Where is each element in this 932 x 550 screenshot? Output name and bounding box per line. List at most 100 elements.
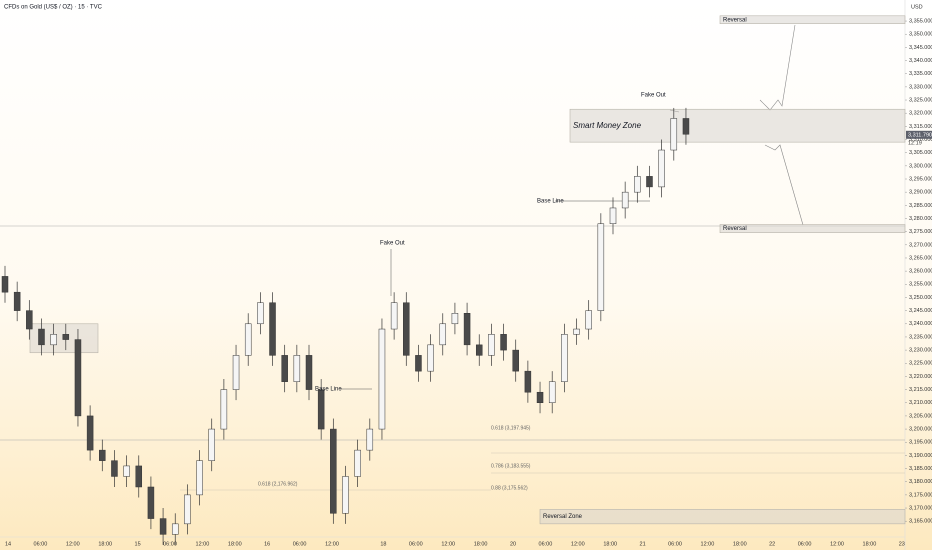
x-tick-label: 06:00 — [34, 541, 48, 547]
candle-body — [342, 476, 349, 514]
y-tick-label: 3,175.000 — [909, 492, 932, 498]
y-tick-label: 3,350.000 — [909, 32, 932, 38]
y-tick-label: 3,255.000 — [909, 282, 932, 288]
x-tick-label: 12:00 — [701, 541, 715, 547]
annotation: Fake Out — [641, 93, 666, 99]
candle-body — [524, 370, 532, 393]
x-tick-label: 18:00 — [603, 541, 617, 547]
x-tick-label: 18:00 — [863, 541, 877, 547]
x-tick-label: 18:00 — [474, 541, 488, 547]
candle-body — [427, 344, 434, 372]
x-tick-label: 14 — [5, 541, 11, 547]
candle-body — [548, 381, 556, 403]
x-tick-label: 18 — [380, 541, 386, 547]
x-tick-label: 12:00 — [830, 541, 844, 547]
projection-down — [764, 144, 804, 226]
y-tick-label: 3,320.000 — [909, 111, 932, 117]
x-tick-label: 15 — [135, 541, 141, 547]
candle-body — [293, 355, 301, 382]
candle-body — [585, 310, 592, 330]
zone — [569, 108, 906, 143]
candle-body — [475, 344, 483, 356]
candle-body — [135, 465, 143, 488]
candle-body — [220, 389, 228, 430]
fib-label: 0.618 (3,197.945) — [491, 425, 531, 431]
annotation: Fake Out — [380, 241, 405, 247]
candle-body — [463, 313, 471, 346]
y-tick-label: 3,210.000 — [909, 400, 932, 406]
y-tick-label: 3,185.000 — [909, 466, 932, 472]
price-badge — [906, 130, 932, 139]
x-tick-label: 06:00 — [163, 541, 177, 547]
x-tick-label: 12:00 — [66, 541, 80, 547]
candle-body — [232, 355, 240, 390]
y-tick-label: 3,190.000 — [909, 453, 932, 459]
candle-body — [366, 428, 374, 451]
y-tick-label: 3,355.000 — [909, 19, 932, 25]
x-tick-label: 12:00 — [196, 541, 210, 547]
candle-body — [269, 302, 276, 356]
candle-body — [123, 465, 130, 477]
candle-body — [99, 449, 106, 461]
annotation: Base Line — [537, 199, 564, 205]
y-tick-label: 3,195.000 — [909, 440, 932, 446]
candle-body — [621, 191, 629, 209]
x-tick-label: 22 — [769, 541, 775, 547]
x-tick-label: 23 — [899, 541, 905, 547]
candle-body — [159, 518, 167, 535]
candle-body — [196, 460, 203, 496]
x-tick-label: 12:00 — [441, 541, 455, 547]
annotation: Base Line — [315, 387, 342, 393]
y-tick-label: 3,285.000 — [909, 203, 932, 209]
zone — [719, 15, 906, 24]
zone — [719, 224, 906, 233]
y-tick-label: 3,235.000 — [909, 334, 932, 340]
fib-label: 0.88 (3,175.562) — [491, 485, 528, 491]
candle-body — [147, 486, 155, 519]
candle-body — [1, 276, 9, 293]
x-tick-label: 12:00 — [571, 541, 585, 547]
candle-body — [634, 176, 641, 193]
y-tick-label: 3,220.000 — [909, 374, 932, 380]
y-tick-label: 3,170.000 — [909, 505, 932, 511]
candle-body — [573, 328, 580, 335]
candle-body — [50, 334, 57, 346]
y-tick-label: 3,205.000 — [909, 413, 932, 419]
x-tick-label: 16 — [264, 541, 270, 547]
y-tick-label: 3,330.000 — [909, 84, 932, 90]
currency-label: USD — [911, 4, 923, 10]
candle-body — [86, 415, 94, 451]
candle-body — [244, 323, 252, 356]
candle-body — [378, 328, 386, 430]
y-tick-label: 3,215.000 — [909, 387, 932, 393]
zone-label: Reversal — [723, 17, 747, 23]
y-tick-label: 3,305.000 — [909, 150, 932, 156]
candle-body — [439, 323, 447, 346]
x-tick-label: 18:00 — [733, 541, 747, 547]
y-tick-label: 3,340.000 — [909, 58, 932, 64]
zone-label: Reversal Zone — [543, 514, 583, 520]
candle-body — [317, 389, 325, 430]
projection-up — [759, 24, 796, 111]
candle-body — [670, 118, 678, 151]
zone-label: Smart Money Zone — [573, 121, 642, 130]
y-tick-label: 3,180.000 — [909, 479, 932, 485]
y-tick-label: 3,265.000 — [909, 255, 932, 261]
y-tick-label: 3,250.000 — [909, 295, 932, 301]
y-tick-label: 3,325.000 — [909, 97, 932, 103]
candle-body — [38, 328, 45, 346]
candle-body — [281, 355, 288, 382]
candle-body — [403, 302, 410, 356]
candle-body — [257, 302, 264, 325]
candle-body — [682, 118, 690, 135]
y-tick-label: 3,290.000 — [909, 190, 932, 196]
candle-body — [597, 223, 605, 311]
candle-body — [415, 355, 422, 372]
candle-body — [26, 310, 33, 330]
candle-body — [184, 494, 191, 525]
x-tick-label: 06:00 — [293, 541, 307, 547]
zone — [539, 509, 906, 525]
candle-body — [13, 291, 21, 311]
fib-label: 0.786 (3,183.555) — [491, 463, 531, 469]
